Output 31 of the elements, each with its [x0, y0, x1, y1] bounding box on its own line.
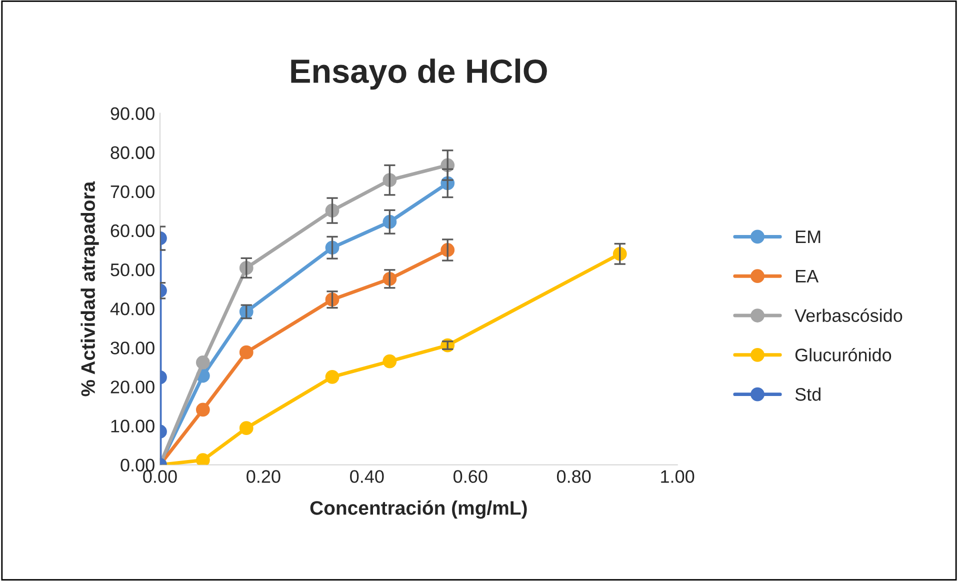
legend-label: Verbascósido: [794, 308, 902, 322]
chart-title: Ensayo de HClO: [291, 58, 547, 90]
point: [196, 356, 210, 370]
x-tick-label: 0.60: [454, 470, 488, 483]
y-tick-label: 20.00: [110, 380, 154, 394]
y-tick-label: 0.00: [120, 458, 154, 472]
y-tick-label: 50.00: [110, 263, 154, 276]
point: [325, 370, 340, 384]
point: [239, 345, 254, 360]
x-tick-label: 0.80: [556, 470, 591, 483]
y-tick-label: 10.00: [111, 420, 154, 432]
legend-label: Std: [795, 388, 820, 401]
y-tick-label: 80.00: [110, 146, 154, 160]
point: [239, 421, 254, 436]
y-axis-title: % Actividad atrapadora: [80, 181, 99, 396]
x-tick-label: 0.00: [143, 470, 177, 483]
y-tick-label: 60.00: [110, 224, 154, 238]
point: [196, 402, 210, 417]
point: [196, 453, 210, 465]
point: [382, 354, 397, 368]
legend-label: EM: [796, 230, 820, 244]
y-tick-label: 90.00: [110, 107, 154, 120]
legend-label: Glucurónido: [795, 348, 892, 362]
x-tick-label: 0.40: [350, 470, 384, 483]
x-tick-label: 0.20: [246, 470, 280, 483]
y-tick-label: 40.00: [110, 302, 154, 316]
x-tick-label: 1.00: [661, 470, 694, 483]
y-tick-label: 30.00: [110, 342, 154, 354]
x-axis-title: Concentración (mg/mL): [310, 500, 527, 519]
legend-label: EA: [796, 270, 819, 282]
y-tick-label: 70.00: [110, 185, 154, 198]
